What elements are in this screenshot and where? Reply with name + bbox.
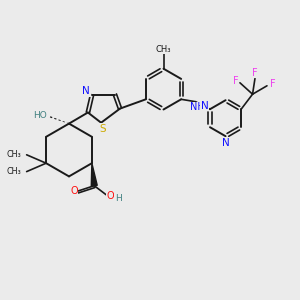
Text: HO: HO [33, 111, 46, 120]
Text: F: F [252, 68, 258, 78]
Text: CH₃: CH₃ [7, 167, 21, 176]
Text: N: N [82, 86, 90, 96]
Text: O: O [107, 191, 115, 201]
Text: N: N [201, 100, 208, 111]
Polygon shape [91, 163, 97, 186]
Text: S: S [100, 124, 106, 134]
Text: CH₃: CH₃ [7, 150, 21, 159]
Text: NH: NH [190, 102, 204, 112]
Text: N: N [222, 138, 230, 148]
Text: F: F [232, 76, 238, 86]
Text: O: O [70, 186, 78, 196]
Text: F: F [270, 79, 276, 89]
Text: H: H [115, 194, 122, 203]
Text: CH₃: CH₃ [156, 45, 171, 54]
